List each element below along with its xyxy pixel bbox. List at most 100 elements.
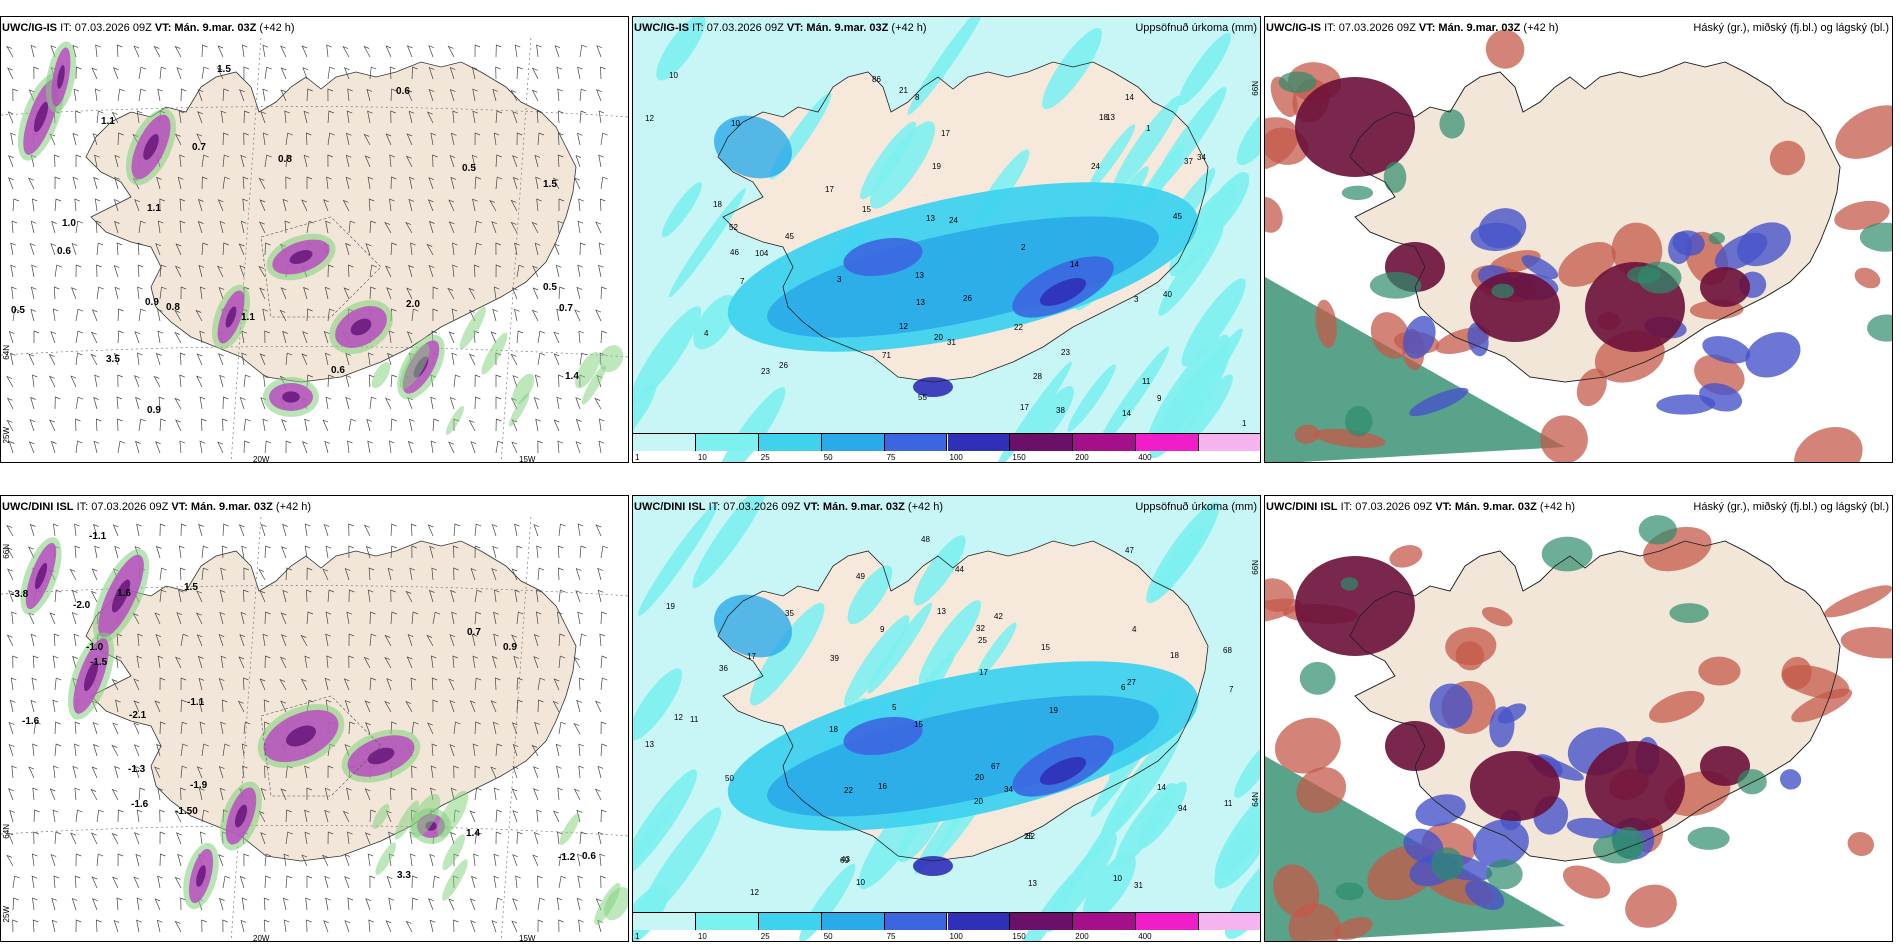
wind-barb xyxy=(302,331,308,344)
wind-barb xyxy=(511,287,518,300)
wind-barb xyxy=(137,242,144,256)
wind-barb xyxy=(428,67,435,80)
wind-barb xyxy=(557,440,564,454)
wind-barb xyxy=(304,655,311,669)
wind-barb xyxy=(327,589,335,603)
wind-barb xyxy=(450,589,456,603)
wind-barb xyxy=(474,831,482,845)
wind-barb xyxy=(300,634,308,647)
mid-cloud-area xyxy=(1485,29,1525,69)
wind-barb xyxy=(262,44,269,58)
wind-barb xyxy=(594,700,602,713)
wind-barb xyxy=(28,353,35,366)
wind-barb xyxy=(10,242,16,256)
precip-value-label: 20 xyxy=(974,797,983,806)
precip-band xyxy=(767,695,1159,817)
wind-barb xyxy=(180,633,189,647)
mid-cloud-area xyxy=(1273,864,1320,918)
wind-barb xyxy=(10,352,16,366)
wind-barb xyxy=(195,309,203,322)
wind-barb xyxy=(264,66,272,80)
precip-band xyxy=(661,182,702,238)
wind-barb xyxy=(11,286,17,300)
wind-barb xyxy=(558,374,564,388)
wind-value-label: -1.3 xyxy=(128,764,146,775)
mid-cloud-area xyxy=(1566,817,1618,839)
wind-barb xyxy=(259,678,266,691)
wind-barb xyxy=(495,897,503,911)
wind-barb xyxy=(133,678,140,691)
wind-barb xyxy=(217,45,224,58)
wind-barb xyxy=(174,331,182,344)
colorbar-segment xyxy=(758,913,822,930)
hatched-region xyxy=(260,216,382,318)
wind-barb xyxy=(138,220,146,234)
wind-barb xyxy=(280,612,287,625)
wind-barb xyxy=(367,110,373,124)
mid-cloud-area xyxy=(1521,255,1559,280)
wind-barb xyxy=(180,286,187,300)
wind-barb xyxy=(323,331,330,344)
wind-barb xyxy=(264,545,271,559)
wind-barb xyxy=(325,396,332,410)
precip-value-label: 1 xyxy=(1146,124,1151,133)
precip-value-label: 27 xyxy=(1127,678,1136,687)
wind-barb xyxy=(238,243,245,256)
wind-barb xyxy=(472,198,478,212)
colorbar-tick-label: 50 xyxy=(823,932,833,941)
precip-value-label: 11 xyxy=(690,715,699,724)
wind-barb xyxy=(389,66,396,80)
wind-value-label: 0.9 xyxy=(147,405,161,416)
wind-barb xyxy=(597,567,603,581)
precip-value-label: 43 xyxy=(841,855,850,864)
wind-barb xyxy=(116,396,123,410)
wind-barb xyxy=(117,308,124,322)
wind-barb xyxy=(54,831,62,845)
wind-barb xyxy=(201,154,209,168)
wind-barb xyxy=(264,655,271,669)
colorbar-segment xyxy=(758,434,822,451)
wind-barb xyxy=(201,176,208,190)
wind-barb xyxy=(348,589,355,603)
wind-barb xyxy=(575,441,582,454)
colorbar-tick-label: 400 xyxy=(1138,932,1152,941)
wind-barb xyxy=(597,831,604,845)
lat-label-66n: 66N xyxy=(1251,560,1260,575)
precip-band xyxy=(1158,225,1224,316)
wind-barb xyxy=(54,198,62,212)
mid-cloud-area xyxy=(1745,332,1801,378)
wind-barb xyxy=(512,743,519,757)
wind-barb xyxy=(258,221,266,234)
wind-barb xyxy=(6,397,14,410)
wind-barb xyxy=(511,722,518,735)
precip-rain-area xyxy=(445,405,464,436)
wind-barb xyxy=(516,611,524,625)
wind-barb xyxy=(363,45,371,58)
wind-barb xyxy=(94,88,101,102)
mid-cloud-area xyxy=(1294,424,1320,444)
precip-rain-area xyxy=(512,373,535,405)
wind-barb xyxy=(113,919,120,933)
panel-dini-precip: UWC/DINI ISL IT: 07.03.2026 09Z VT: Mán.… xyxy=(632,495,1261,942)
wind-barb xyxy=(138,787,146,801)
wind-barb xyxy=(92,721,99,735)
wind-barb xyxy=(555,743,562,757)
wind-barb xyxy=(30,220,37,234)
wind-barb xyxy=(243,567,250,581)
precip-rain-area xyxy=(442,834,466,871)
precip-value-label: 4 xyxy=(704,329,709,338)
mid-cloud-area xyxy=(1737,222,1791,267)
precip-rain-area xyxy=(375,842,397,876)
wind-barb xyxy=(573,722,581,735)
wind-barb xyxy=(448,441,455,454)
wind-barb xyxy=(390,589,396,603)
wind-barb xyxy=(327,264,334,278)
wind-barb xyxy=(196,133,203,146)
wind-barb xyxy=(510,199,518,212)
wind-barb xyxy=(157,330,164,344)
wind-barb xyxy=(405,590,413,603)
wind-barb xyxy=(576,286,583,300)
wind-barb xyxy=(7,111,14,124)
precip-value-label: 8 xyxy=(915,93,920,102)
low-cloud-area xyxy=(1439,109,1465,139)
